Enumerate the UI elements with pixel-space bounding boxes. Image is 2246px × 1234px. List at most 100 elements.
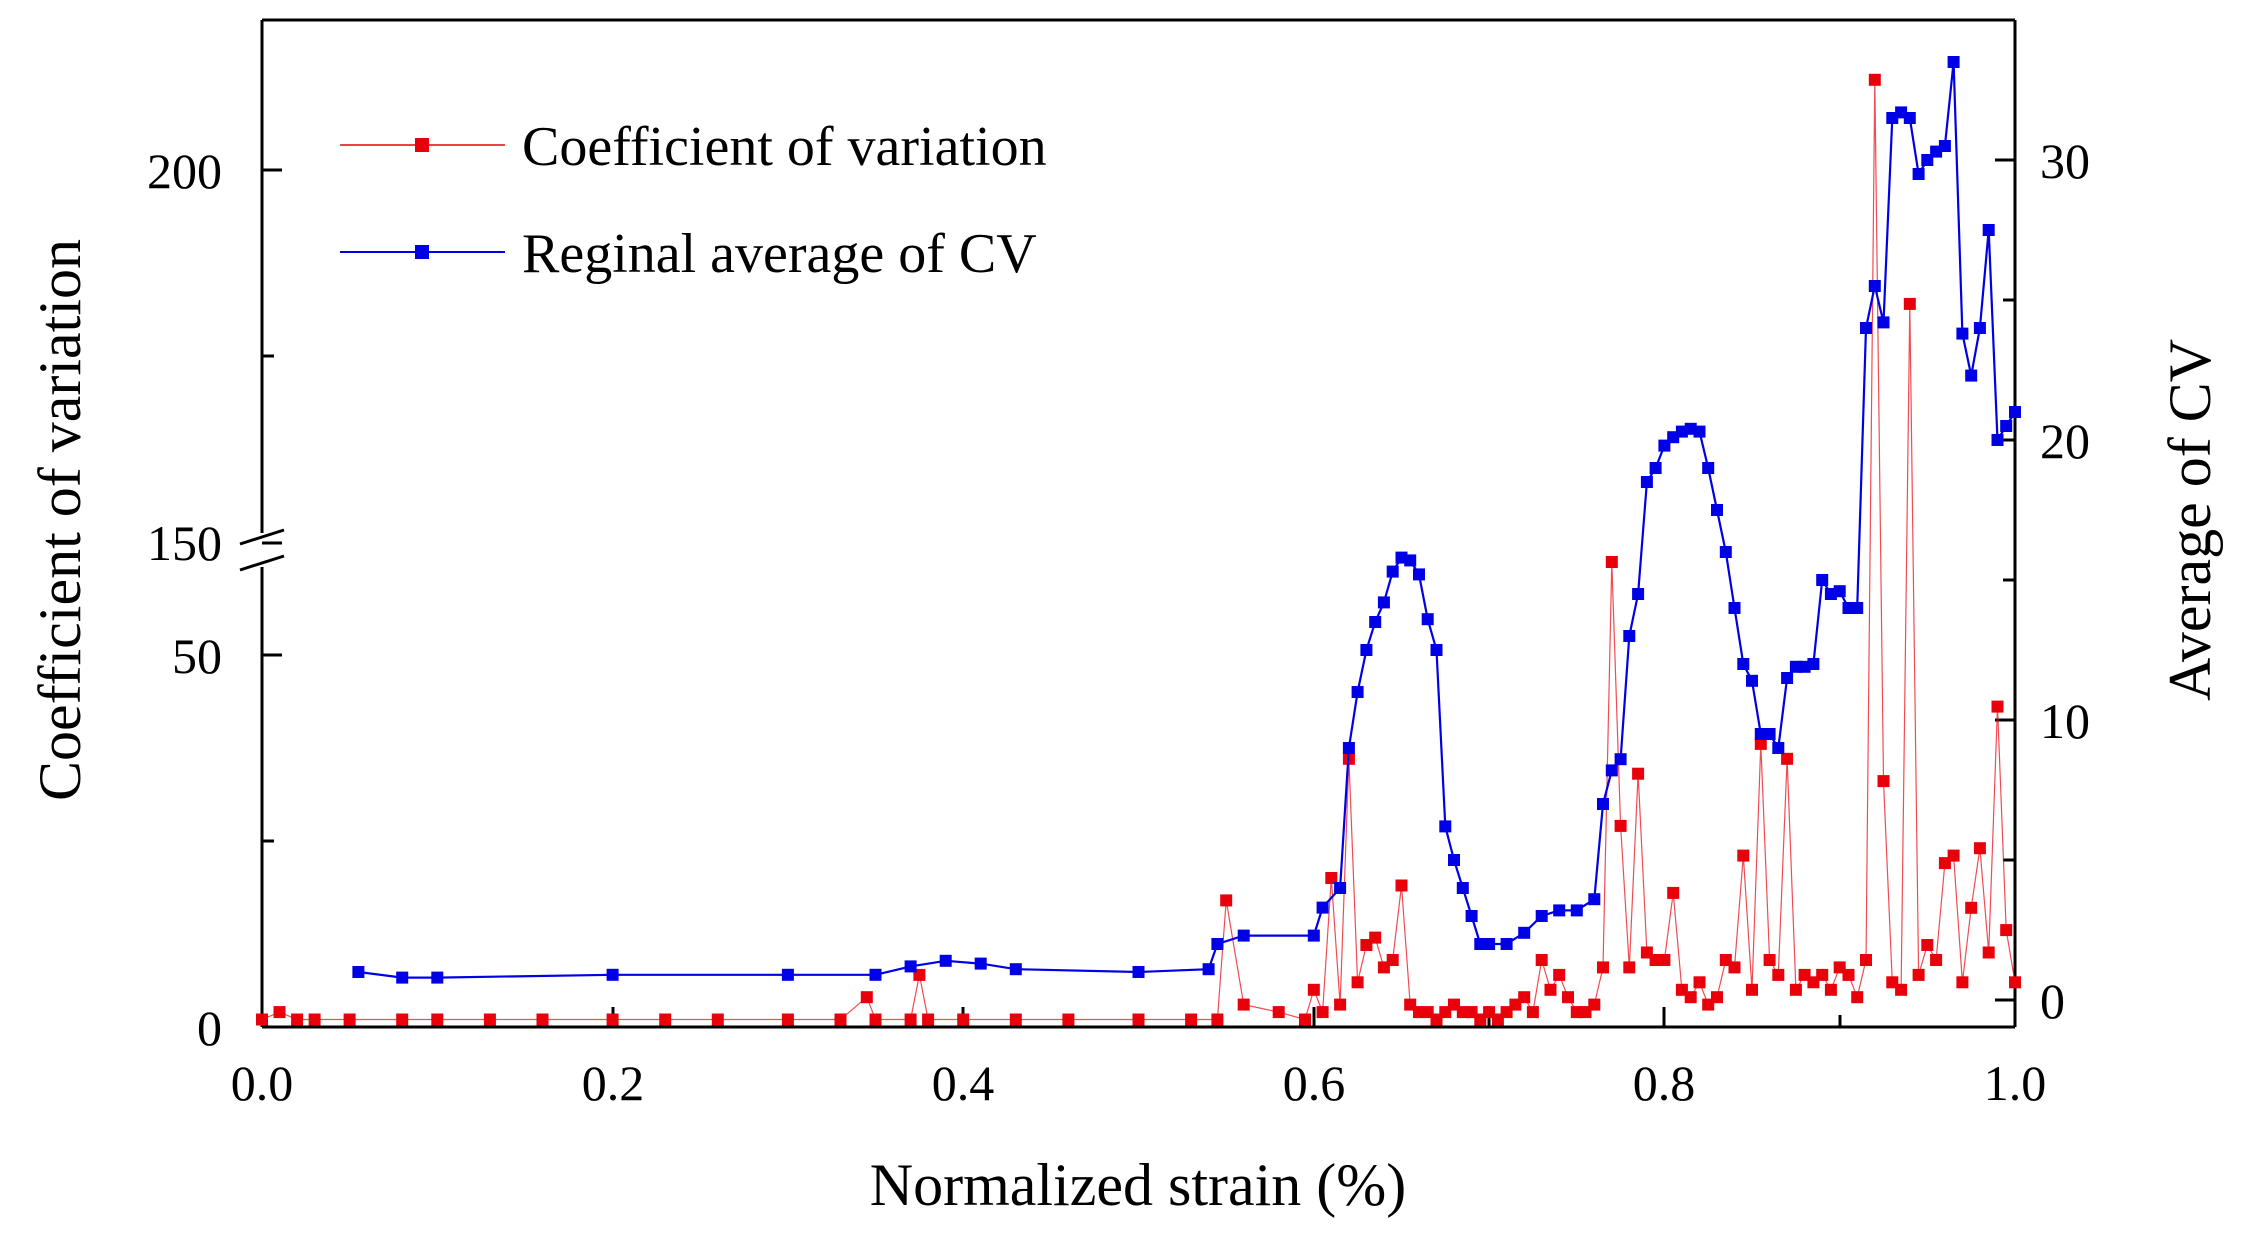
avg-point-71: [1868, 280, 1881, 292]
cv-point-87: [1816, 968, 1829, 981]
avg-point-64: [1807, 658, 1820, 670]
cv-point-98: [1912, 968, 1925, 981]
cv-point-77: [1728, 961, 1741, 974]
avg-point-79: [1938, 140, 1951, 152]
avg-point-67: [1833, 585, 1846, 598]
cv-point-21: [1062, 1013, 1075, 1026]
y-left-tick-label: 50: [172, 628, 222, 684]
cv-point-54: [1526, 1006, 1539, 1019]
avg-point-15: [1316, 901, 1329, 914]
x-tick-labels: 0.0 0.2 0.4 0.6 0.8 1.0: [231, 1055, 2047, 1111]
cv-point-99: [1921, 939, 1934, 951]
legend: Coefficient of variation Reginal average…: [340, 116, 1047, 285]
cv-point-38: [1386, 954, 1399, 966]
cv-point-106: [1982, 946, 1995, 959]
avg-point-86: [2000, 420, 2013, 432]
cv-point-13: [834, 1013, 847, 1026]
avg-point-33: [1483, 938, 1496, 950]
avg-point-55: [1728, 602, 1741, 614]
avg-point-70: [1860, 322, 1872, 334]
avg-point-72: [1877, 316, 1890, 329]
x-tick-label: 0.6: [1283, 1055, 1346, 1111]
cv-point-15: [869, 1013, 882, 1026]
avg-point-46: [1649, 462, 1662, 474]
avg-point-26: [1421, 613, 1434, 626]
avg-point-39: [1588, 893, 1601, 906]
cv-point-96: [1895, 983, 1908, 996]
avg-point-14: [1307, 929, 1320, 942]
avg-point-60: [1772, 742, 1785, 754]
cv-point-66: [1632, 767, 1645, 780]
cv-point-22: [1132, 1013, 1145, 1026]
cv-point-14: [860, 991, 873, 1004]
avg-point-20: [1369, 616, 1382, 628]
avg-point-61: [1781, 672, 1794, 684]
legend-label-avg: Reginal average of CV: [522, 223, 1037, 285]
cv-point-109: [2009, 976, 2021, 989]
cv-point-79: [1746, 983, 1758, 996]
avg-point-52: [1702, 462, 1715, 474]
y-left-tick-label: 200: [147, 143, 222, 199]
avg-point-31: [1465, 910, 1478, 922]
cv-point-65: [1623, 961, 1636, 974]
cv-point-5: [396, 1013, 409, 1026]
cv-point-55: [1535, 954, 1548, 966]
avg-point-53: [1711, 504, 1723, 516]
avg-point-38: [1570, 904, 1583, 917]
cv-point-84: [1789, 983, 1802, 996]
avg-point-76: [1912, 168, 1925, 180]
y-left-tick-labels: 0 50 150 200: [147, 143, 222, 1056]
y-right-axis-title: Average of CV: [2157, 339, 2223, 701]
cv-point-73: [1693, 976, 1706, 989]
cv-point-18: [922, 1013, 935, 1026]
cv-point-105: [1973, 842, 1986, 855]
axis-break-mark-bottom: [239, 554, 285, 572]
cv-point-58: [1562, 991, 1574, 1004]
cv-point-29: [1307, 983, 1320, 996]
avg-point-6: [904, 960, 917, 973]
x-axis-title: Normalized strain (%): [870, 1152, 1406, 1218]
cv-point-24: [1211, 1013, 1224, 1026]
avg-point-54: [1719, 546, 1732, 558]
cv-point-19: [957, 1013, 970, 1026]
avg-point-27: [1430, 644, 1443, 656]
avg-point-75: [1903, 112, 1916, 124]
avg-point-19: [1360, 644, 1373, 656]
avg-point-22: [1386, 565, 1399, 578]
avg-point-29: [1448, 854, 1460, 866]
cv-point-26: [1237, 998, 1250, 1011]
legend-swatch-marker-cv: [415, 138, 429, 152]
legend-label-cv: Coefficient of variation: [522, 116, 1047, 178]
y-right-ticks: [1995, 18, 2015, 1002]
cv-point-31: [1325, 872, 1338, 884]
cv-point-9: [606, 1013, 619, 1026]
avg-point-82: [1965, 369, 1978, 382]
cv-point-30: [1316, 1006, 1329, 1019]
series-layer: [256, 56, 2021, 1026]
cv-point-70: [1667, 886, 1680, 899]
cv-point-10: [659, 1013, 672, 1026]
cv-point-28: [1299, 1013, 1311, 1026]
avg-point-13: [1237, 929, 1250, 942]
avg-point-18: [1351, 686, 1364, 698]
cv-point-34: [1351, 976, 1364, 989]
cv-point-92: [1860, 954, 1872, 966]
avg-point-35: [1518, 926, 1531, 939]
cv-point-56: [1544, 983, 1557, 996]
cv-point-53: [1518, 991, 1531, 1004]
x-tick-label: 0.4: [932, 1055, 995, 1111]
legend-swatch-marker-avg: [415, 245, 429, 259]
y-right-tick-label: 0: [2040, 973, 2065, 1029]
avg-point-3: [606, 968, 619, 981]
x-tick-label: 0.0: [231, 1055, 294, 1111]
avg-point-51: [1693, 425, 1706, 438]
avg-point-85: [1991, 434, 2004, 446]
avg-point-11: [1202, 963, 1215, 976]
avg-point-56: [1737, 658, 1750, 670]
cv-point-72: [1684, 991, 1697, 1004]
series-avg-cv: [352, 56, 2021, 984]
avg-point-9: [1009, 963, 1022, 976]
cv-point-81: [1763, 954, 1776, 966]
avg-point-24: [1404, 554, 1417, 567]
cv-point-102: [1947, 849, 1960, 862]
